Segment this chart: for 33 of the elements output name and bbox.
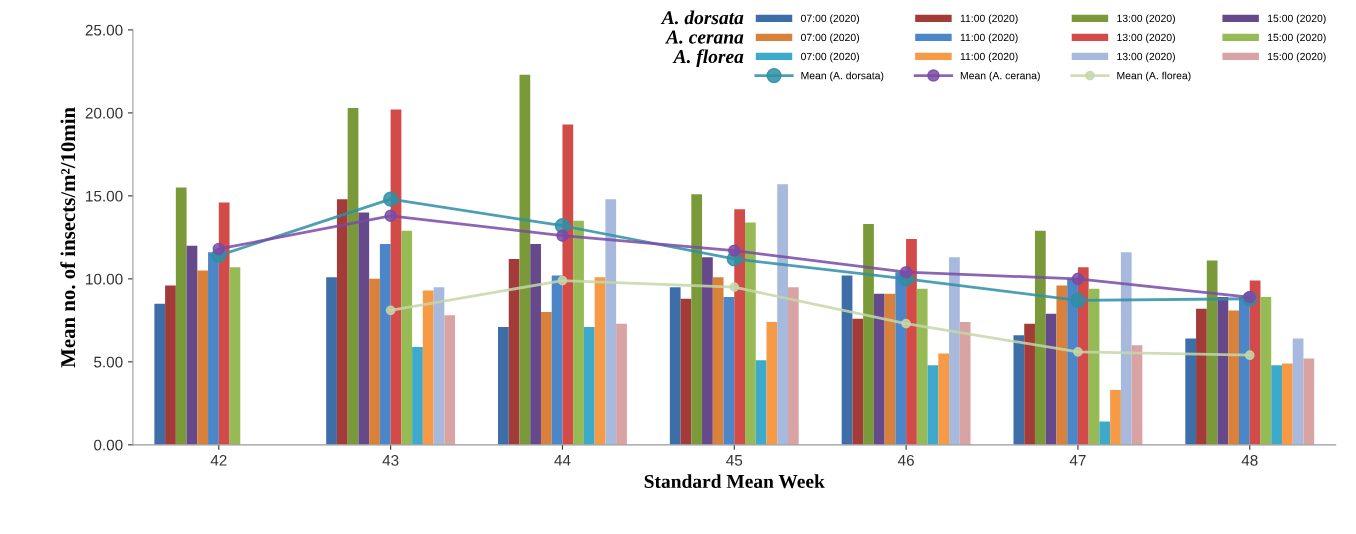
- legend-label: Mean (A. dorsata): [801, 71, 884, 82]
- legend-label: 11:00 (2020): [960, 14, 1018, 25]
- legend-label: 07:00 (2020): [800, 14, 860, 25]
- legend-label: 07:00 (2020): [800, 33, 860, 44]
- y-tick-label: 0.00: [94, 439, 123, 451]
- legend-label: 15:00 (2020): [1268, 52, 1326, 63]
- legend-label: 11:00 (2020): [960, 33, 1018, 44]
- legend-label: 11:00 (2020): [960, 52, 1018, 63]
- x-tick-label: 45: [726, 455, 743, 466]
- legend-label: 13:00 (2020): [1117, 52, 1175, 63]
- legend-label: Mean (A. florea): [1117, 71, 1191, 82]
- x-tick-label: 47: [1069, 455, 1086, 466]
- y-tick-label: 10.00: [86, 273, 123, 285]
- y-tick-label: 20.00: [85, 107, 123, 119]
- y-axis-title: Mean no. of insects/m²/10min: [60, 107, 76, 368]
- y-tick-label: 25.00: [85, 24, 123, 36]
- y-tick-label: 5.00: [94, 356, 123, 368]
- legend-label: 07:00 (2020): [800, 52, 860, 63]
- legend-label: Mean (A. cerana): [960, 71, 1040, 82]
- x-axis-title: Standard Mean Week: [644, 474, 825, 489]
- x-tick-label: 46: [897, 454, 914, 466]
- annotation: A. cerana: [665, 30, 744, 44]
- x-tick-label: 48: [1241, 454, 1258, 466]
- legend-label: 13:00 (2020): [1117, 14, 1175, 25]
- annotation: A. florea: [672, 49, 744, 68]
- x-tick-label: 44: [554, 455, 571, 466]
- text: A. dorsata: [660, 10, 744, 25]
- x-tick-label: 43: [382, 454, 399, 466]
- legend-label: 15:00 (2020): [1268, 33, 1326, 44]
- legend-label: 13:00 (2020): [1117, 33, 1175, 44]
- x-tick-label: 42: [210, 454, 227, 466]
- legend-label: 15:00 (2020): [1268, 14, 1326, 25]
- y-tick-label: 15.00: [86, 190, 123, 202]
